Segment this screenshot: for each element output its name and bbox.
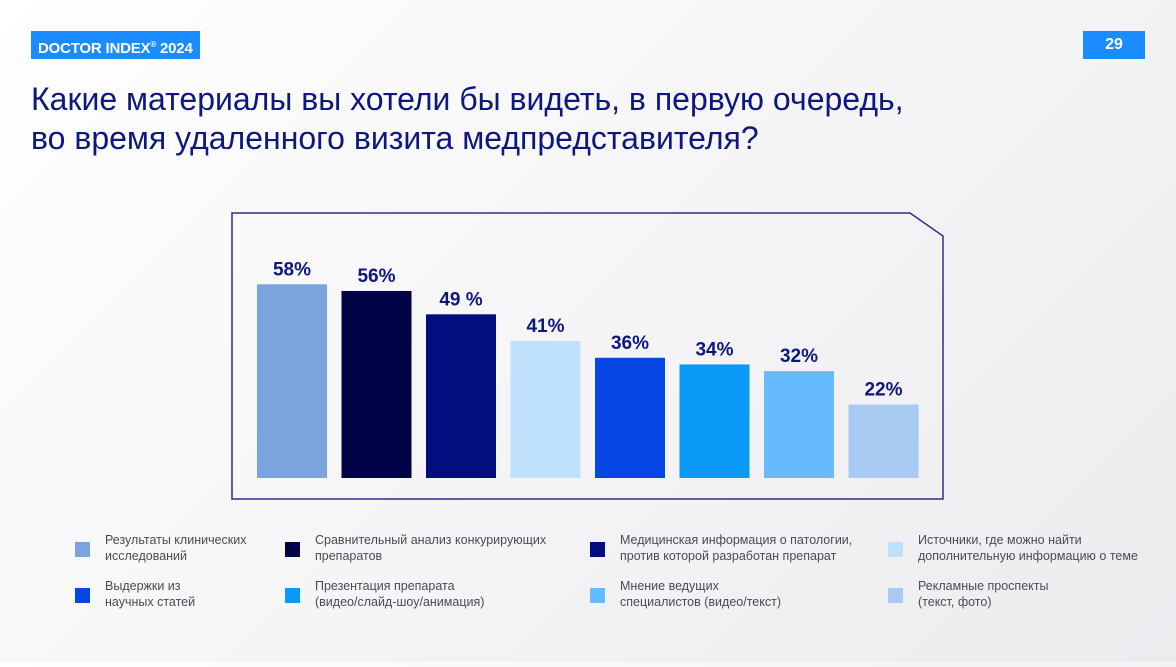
legend-swatch [590,542,605,557]
legend-label: Рекламные проспекты (текст, фото) [918,579,1049,609]
legend-swatch [888,588,903,603]
legend-swatch [285,542,300,557]
bars-group [257,284,919,478]
legend-label: Результаты клинических исследований [105,533,247,563]
bar-1 [257,284,327,478]
brand-year: 2024 [156,40,193,57]
legend-swatch [75,588,90,603]
bar-labels-group: 58% 56% 49 % 41% 36% 34% 32% 22% [273,259,903,400]
bar-4 [510,341,581,478]
bar-6 [679,364,750,478]
legend-label: Выдержки из научных статей [105,579,196,609]
chart-legend: Результаты клинических исследований Сравн… [75,533,1165,610]
legend-swatch [75,542,90,557]
chart-frame [231,212,944,500]
bar-8 [848,404,919,478]
bar-value-label-5: 36% [611,333,649,354]
bar-value-label-4: 41% [526,316,564,337]
legend-item: Результаты клинических исследований [75,533,285,564]
title-line-2: во время удаленного визита медпредставит… [31,120,759,156]
legend-item: Медицинская информация о патологии, прот… [590,533,888,564]
legend-item: Рекламные проспекты (текст, фото) [888,579,1165,610]
page-number: 29 [1083,31,1145,59]
title-line-1: Какие материалы вы хотели бы видеть, в п… [31,81,904,117]
bar-3 [426,314,496,478]
legend-item: Выдержки из научных статей [75,579,285,610]
legend-item: Мнение ведущих специалистов (видео/текст… [590,579,888,610]
legend-swatch [285,588,300,603]
bar-value-label-6: 34% [695,339,733,360]
page-title: Какие материалы вы хотели бы видеть, в п… [31,80,1131,158]
registered-mark: ® [150,40,157,49]
legend-item: Презентация препарата (видео/слайд-шоу/а… [285,579,590,610]
legend-swatch [888,542,903,557]
legend-item: Сравнительный анализ конкурирующих препа… [285,533,590,564]
bar-value-label-8: 22% [864,380,902,401]
bar-2 [341,290,412,478]
bar-7 [764,371,834,478]
legend-swatch [590,588,605,603]
legend-label: Медицинская информация о патологии, прот… [620,533,853,563]
bar-value-label-3: 49 % [439,289,482,310]
legend-item: Источники, где можно найти дополнительну… [888,533,1165,564]
bar-5 [595,357,665,478]
bar-value-label-2: 56% [357,266,395,287]
legend-label: Сравнительный анализ конкурирующих препа… [315,533,547,563]
bar-value-label-7: 32% [780,346,818,367]
bar-value-label-1: 58% [273,259,311,280]
legend-label: Презентация препарата (видео/слайд-шоу/а… [315,579,485,609]
brand-badge: DOCTOR INDEX® 2024 [31,31,200,59]
legend-label: Источники, где можно найти дополнительну… [918,533,1138,563]
brand-name: DOCTOR INDEX [38,40,151,57]
legend-label: Мнение ведущих специалистов (видео/текст… [620,579,781,609]
